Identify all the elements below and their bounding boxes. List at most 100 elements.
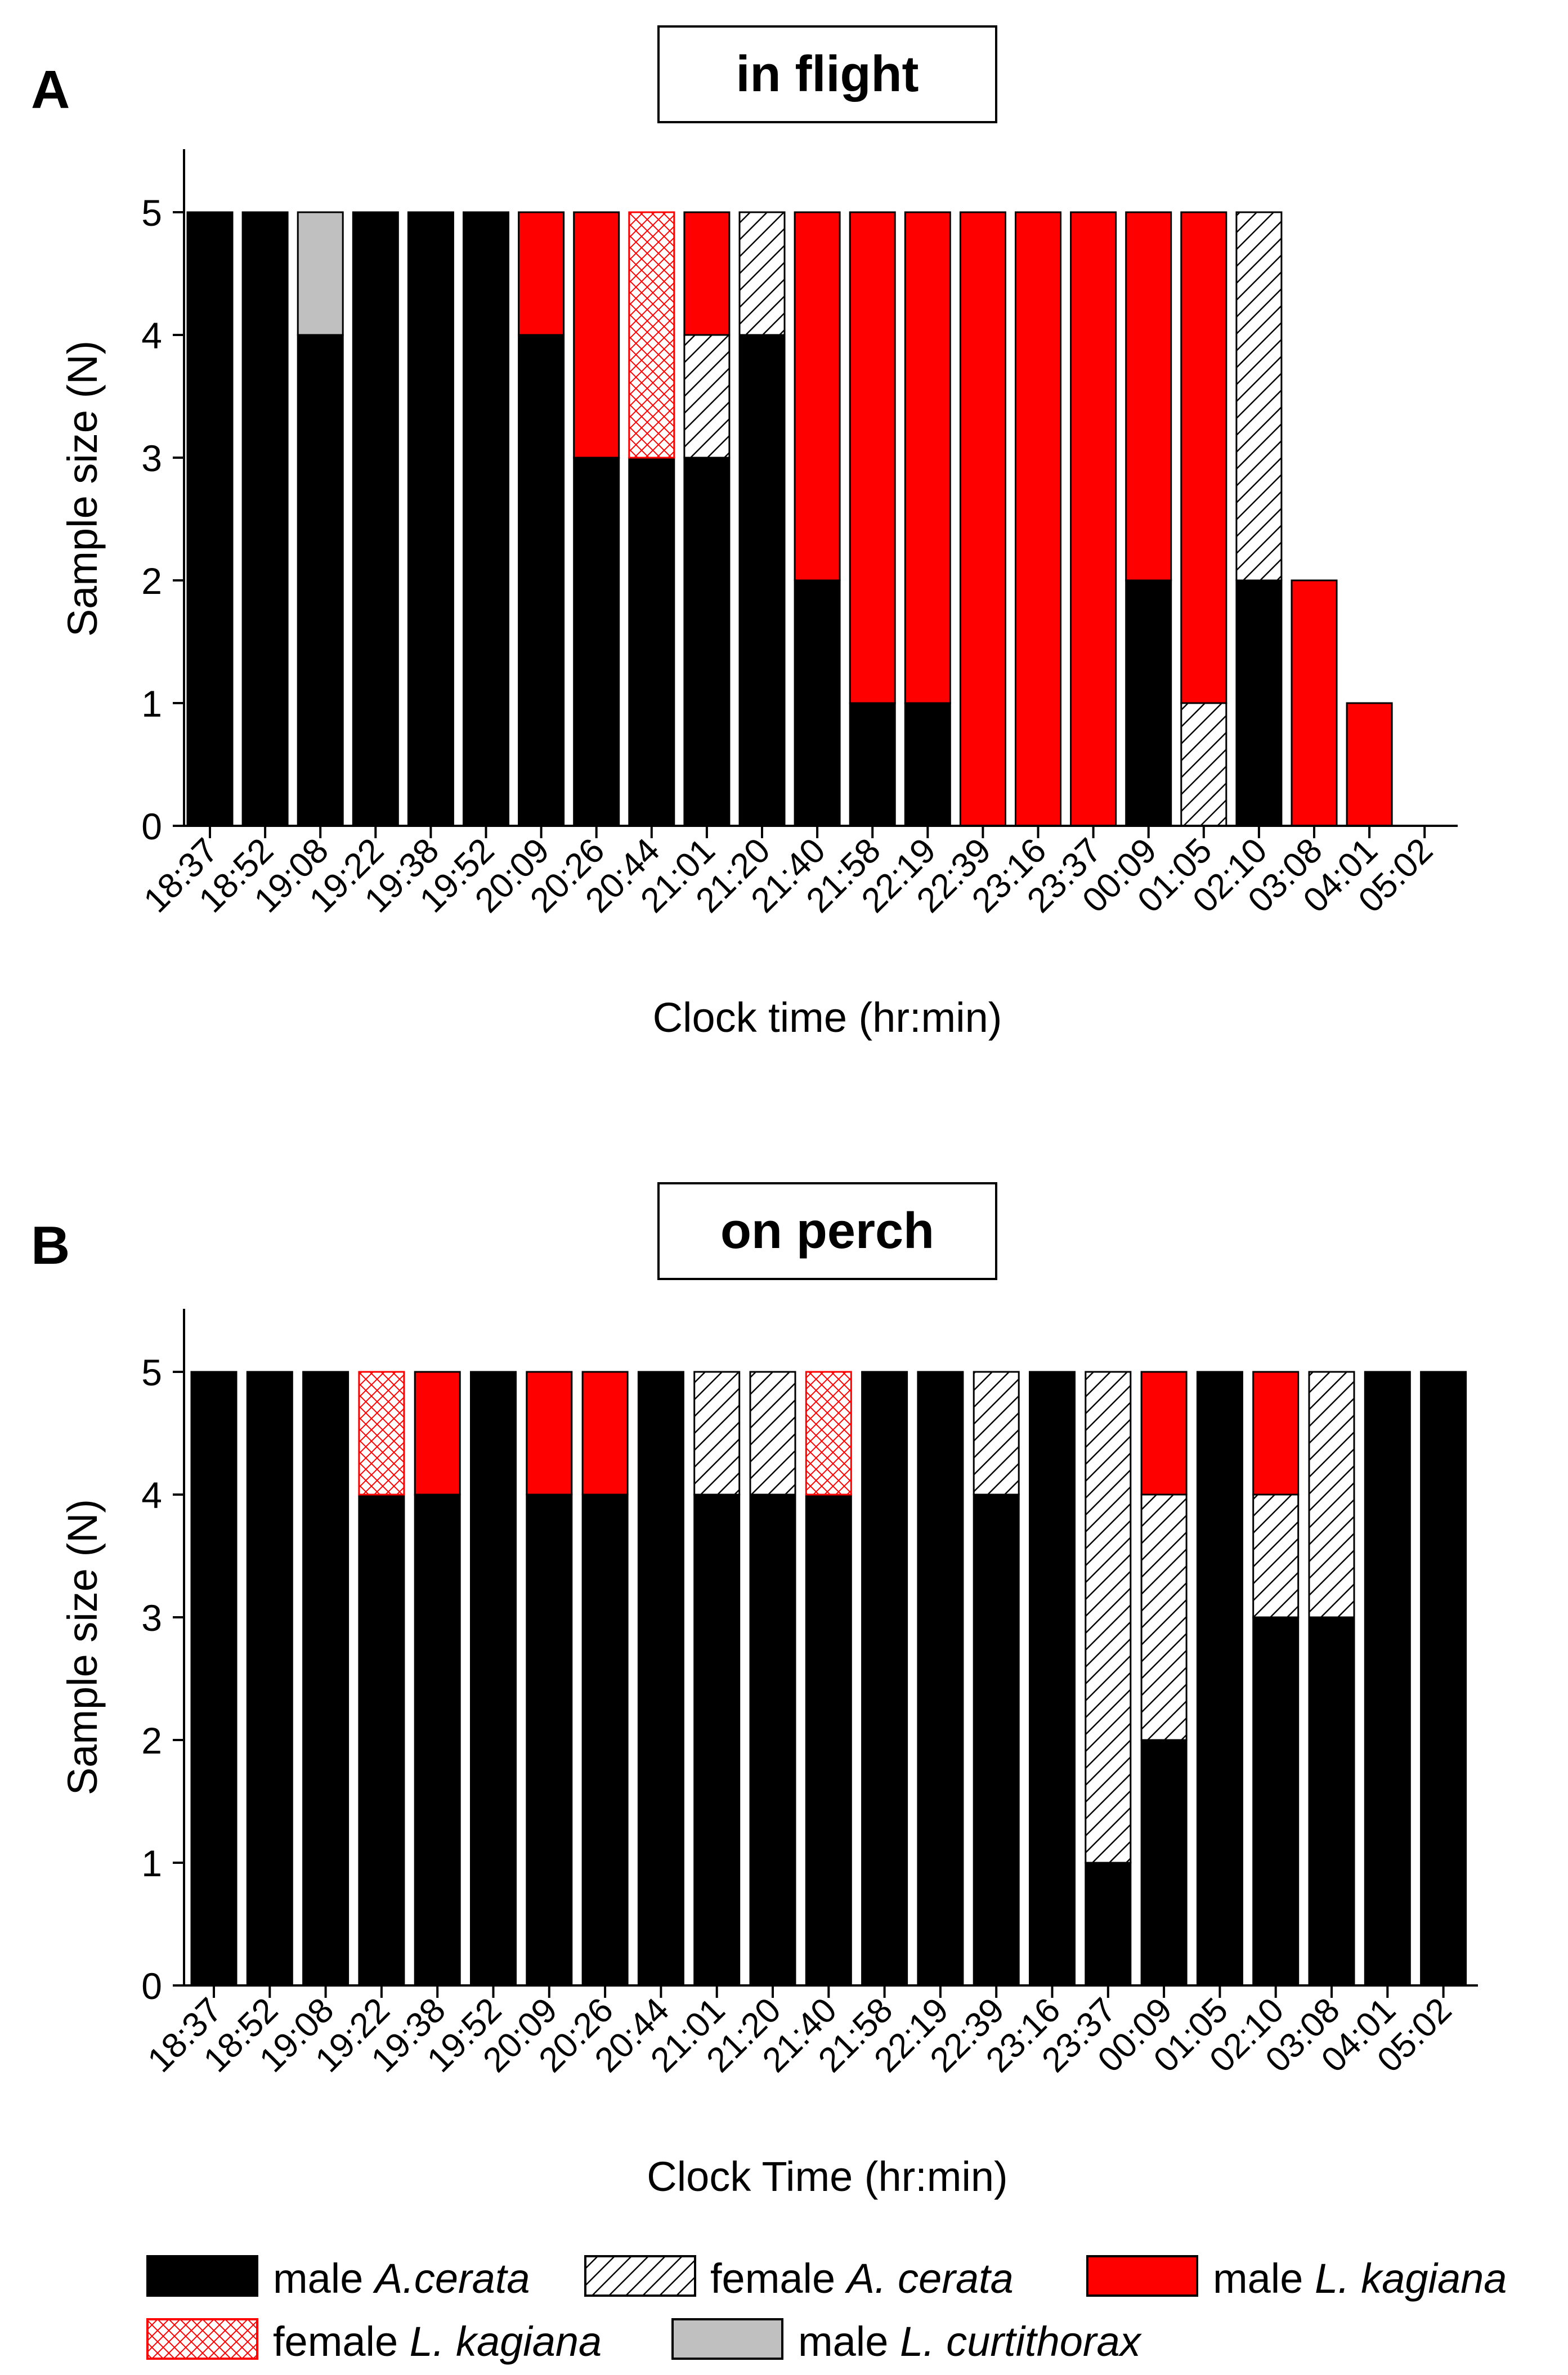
panel-b-bar-male-l-kagiana-0009 [1140,1371,1188,1496]
panel-b-y-axis-label: Sample size (N) [59,1499,106,1795]
panel-a-bar-male-l-kagiana-0401 [1346,702,1393,827]
panel-a-bar-male-l-kagiana-2239 [959,211,1006,827]
legend-swatch-male-a-cerata [146,2255,258,2297]
panel-b-bar-male-a-cerata-2026 [581,1493,629,1987]
panel-a-plot: 18:3718:5219:0819:2219:3819:5220:0920:26… [136,211,1440,920]
legend-swatch-female-l-kagiana [146,2318,258,2360]
panel-b-bar-male-a-cerata-2219 [917,1371,964,1987]
panel-a-bar-male-l-kagiana-2158 [849,211,896,704]
panel-a-bar-male-a-cerata-2026 [573,457,620,827]
panel-a-bar-male-l-kagiana-2219 [904,211,951,704]
panel-b-bar-male-a-cerata-0401 [1364,1371,1411,1987]
panel-b-bar-male-a-cerata-1837 [190,1371,238,1987]
panel-a-bar-male-a-cerata-2158 [849,702,896,827]
panel-b-bar-male-a-cerata-2140 [805,1493,852,1987]
legend-swatch-female-a-cerata [584,2255,696,2297]
panel-a-ytick-0: 0 [141,806,162,847]
legend: male A.cerata female A. cerata male L. k… [146,2255,1507,2365]
panel-a-bar-male-l-kagiana-0009 [1125,211,1172,582]
panel-a-title-box [657,25,997,123]
panel-a-bar-male-a-cerata-2101 [683,457,731,827]
panel-b-bar-male-a-cerata-0502 [1420,1371,1467,1987]
panel-a-bar-male-l-kagiana-0308 [1291,579,1338,827]
panel-b-bar-female-a-cerata-0009 [1140,1493,1188,1741]
panel-b-bar-male-l-kagiana-0210 [1252,1371,1300,1496]
legend-swatch-male-l-kagiana [1086,2255,1198,2297]
panel-a-letter: A [31,60,70,120]
panel-b-title: on perch [720,1203,934,1259]
panel-a-bar-female-a-cerata-0210 [1235,211,1283,582]
panel-a-bar-male-l-curtithorax-1908 [297,211,344,336]
panel-b-bar-female-a-cerata-2239 [973,1371,1020,1496]
panel-a-bar-female-a-cerata-0105 [1180,702,1227,827]
panel-b-bar-male-a-cerata-2009 [526,1493,573,1987]
panel-a-bar-male-a-cerata-0009 [1125,579,1172,827]
panel-a-bar-male-a-cerata-1852 [241,211,289,827]
panel-b-bar-male-a-cerata-2316 [1029,1371,1076,1987]
panel-a-ytick-1: 1 [141,683,162,724]
panel-b-letter: B [31,1215,70,1276]
panel-b-bar-male-a-cerata-2337 [1085,1862,1132,1987]
panel-a-bar-male-a-cerata-1938 [407,211,454,827]
panel-b-bar-male-a-cerata-1922 [358,1493,405,1987]
panel-b-bar-male-l-kagiana-2026 [581,1371,629,1496]
panel-b-bar-male-a-cerata-1852 [246,1371,293,1987]
panel-b-ytick-1: 1 [141,1842,162,1884]
panel-a-bar-male-l-kagiana-0105 [1180,211,1227,704]
panel-a-bar-male-l-kagiana-2316 [1015,211,1061,827]
legend-label-female-a-cerata-species: A. cerata [845,2255,1014,2302]
legend-swatch-male-l-curtithorax [671,2318,783,2360]
panel-a-bar-male-a-cerata-2044 [628,457,675,827]
panel-b-ytick-4: 4 [141,1474,162,1516]
panel-a-bar-male-l-kagiana-2101 [683,211,731,336]
panel-b-bar-female-a-cerata-2120 [749,1371,796,1496]
legend-label-male-a-cerata: male A.cerata [273,2255,530,2302]
legend-label-male-a-cerata-prefix: male [273,2255,375,2302]
legend-label-female-l-kagiana-species: L. kagiana [410,2318,602,2365]
panel-a-bar-female-a-cerata-2101 [683,334,731,459]
panel-b-bar-male-a-cerata-2120 [749,1493,796,1987]
panel-b-bar-male-a-cerata-1908 [302,1371,350,1987]
panel-a-title: in flight [736,46,919,102]
panel-b-bar-male-l-kagiana-1938 [414,1371,461,1496]
panel-b-ytick-2: 2 [141,1720,162,1761]
panel-b-ytick-3: 3 [141,1597,162,1639]
panel-a-bar-male-a-cerata-1952 [463,211,509,827]
legend-label-male-l-curtithorax: male L. curtithorax [798,2318,1143,2365]
panel-a: A in flight 18:3718:5219:0819:2219:3819:… [31,25,1458,1041]
panel-a-bar-male-l-kagiana-2140 [794,211,841,582]
panel-b-bar-male-a-cerata-0105 [1196,1371,1243,1987]
panel-b-bar-female-l-kagiana-2140 [805,1371,852,1496]
legend-label-male-l-kagiana-prefix: male [1213,2255,1315,2302]
panel-a-bar-male-l-kagiana-2009 [518,211,565,336]
panel-a-bar-male-a-cerata-2009 [518,334,565,827]
panel-a-bar-female-l-kagiana-2044 [628,211,675,459]
panel-a-ytick-2: 2 [141,560,162,602]
panel-b-bar-male-a-cerata-0009 [1140,1739,1188,1987]
panel-a-bar-male-a-cerata-1922 [352,211,399,827]
panel-b-bar-female-a-cerata-2101 [693,1371,741,1496]
legend-label-female-l-kagiana-prefix: female [273,2318,410,2365]
panel-b-bar-female-l-kagiana-1922 [358,1371,405,1496]
legend-label-male-l-curtithorax-prefix: male [798,2318,900,2365]
panel-a-ytick-4: 4 [141,315,162,356]
legend-label-male-l-kagiana-species: L. kagiana [1315,2255,1507,2302]
panel-b-bar-male-a-cerata-2044 [637,1371,684,1987]
legend-label-female-l-kagiana: female L. kagiana [273,2318,602,2365]
legend-label-female-a-cerata-prefix: female [710,2255,847,2302]
legend-label-male-l-curtithorax-species: L. curtithorax [900,2318,1143,2365]
panel-a-bar-male-a-cerata-1908 [297,334,344,827]
panel-b-bar-female-a-cerata-2337 [1085,1371,1132,1864]
panel-b: B on perch 18:3718:5219:0819:2219:3819:5… [31,1182,1478,2200]
panel-b-x-axis-label: Clock Time (hr:min) [647,2153,1007,2200]
panel-a-ytick-3: 3 [141,437,162,479]
panel-b-bar-male-a-cerata-2158 [861,1371,908,1987]
panel-b-bar-female-a-cerata-0308 [1308,1371,1355,1618]
panel-b-ytick-0: 0 [141,1965,162,2007]
panel-a-bar-male-a-cerata-1837 [186,211,234,827]
panel-a-y-axis-label: Sample size (N) [59,341,106,637]
panel-a-bar-male-a-cerata-0210 [1235,579,1283,827]
panel-a-ytick-5: 5 [141,192,162,234]
panel-b-title-box [657,1182,997,1280]
